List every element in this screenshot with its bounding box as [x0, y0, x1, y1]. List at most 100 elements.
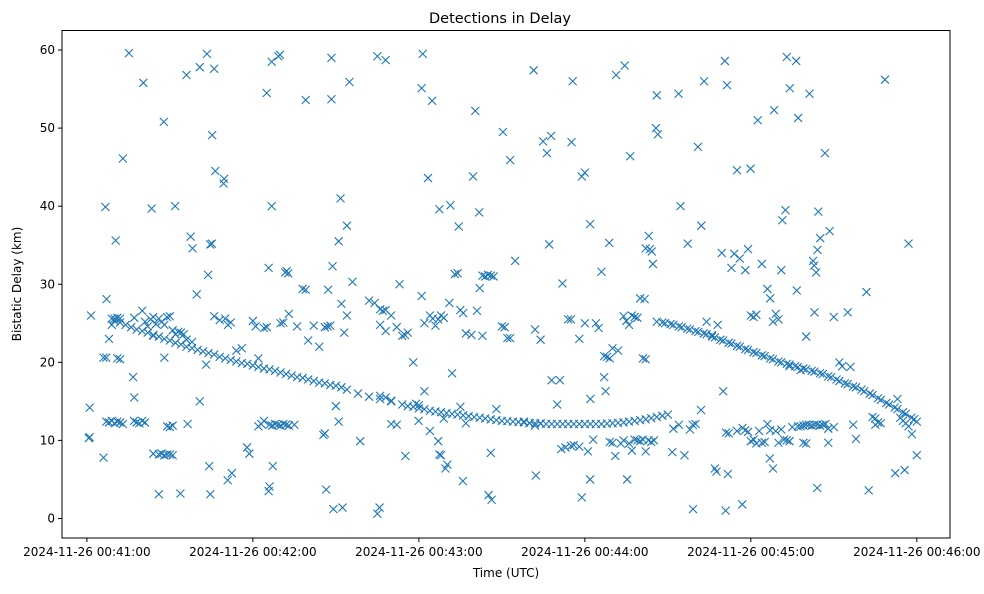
data-point — [771, 309, 781, 319]
data-point — [375, 503, 384, 512]
data-point — [810, 367, 819, 377]
data-point — [727, 339, 736, 348]
data-point — [207, 239, 217, 249]
data-point — [414, 400, 424, 410]
data-point — [776, 265, 786, 275]
data-point — [320, 322, 330, 332]
data-point — [768, 317, 778, 327]
data-point — [129, 416, 139, 426]
data-point — [337, 299, 346, 309]
data-point — [439, 313, 449, 323]
data-point — [821, 419, 830, 429]
data-point — [287, 371, 296, 380]
data-point — [151, 319, 161, 329]
data-point — [111, 236, 121, 245]
data-point — [749, 435, 758, 445]
data-point — [668, 320, 678, 330]
data-point — [267, 57, 277, 67]
data-point — [281, 369, 291, 379]
data-point — [638, 354, 648, 363]
data-point — [276, 368, 285, 377]
data-point — [530, 421, 540, 430]
data-point — [774, 357, 783, 366]
data-point — [168, 325, 178, 335]
data-point — [118, 419, 128, 429]
data-point — [397, 400, 407, 409]
data-point — [720, 56, 730, 66]
data-point — [815, 233, 825, 243]
data-point — [348, 277, 357, 287]
data-point — [138, 78, 148, 88]
data-point — [204, 461, 214, 471]
data-point — [85, 403, 95, 413]
data-point — [746, 164, 755, 174]
data-point — [732, 341, 742, 351]
data-point — [292, 322, 302, 331]
data-point — [740, 425, 750, 435]
data-point — [890, 468, 900, 478]
data-point — [529, 65, 539, 75]
data-point — [227, 468, 237, 478]
data-point — [848, 382, 858, 391]
data-point — [566, 441, 576, 451]
data-point — [254, 354, 263, 363]
data-point — [843, 379, 853, 389]
data-point — [179, 329, 189, 339]
data-point — [735, 254, 745, 263]
data-point — [712, 467, 721, 477]
data-point — [674, 89, 684, 99]
data-point — [846, 362, 855, 372]
data-point — [168, 450, 178, 460]
data-point — [112, 417, 122, 427]
data-point — [601, 386, 610, 396]
data-point — [567, 137, 576, 147]
data-point — [525, 418, 534, 428]
x-tick-label: 2024-11-26 00:45:00 — [687, 545, 814, 559]
data-point — [500, 322, 510, 332]
data-point — [751, 348, 761, 358]
data-point — [881, 398, 891, 408]
data-point — [757, 438, 767, 448]
data-point — [765, 293, 775, 303]
data-point — [627, 311, 637, 320]
data-point — [423, 173, 433, 183]
data-point — [433, 314, 443, 324]
data-point — [381, 55, 391, 65]
data-point — [219, 174, 229, 184]
data-point — [458, 308, 468, 318]
data-point — [868, 412, 877, 422]
data-point — [395, 279, 404, 289]
data-point — [154, 489, 164, 499]
data-point — [198, 347, 208, 356]
data-point — [605, 354, 615, 363]
y-axis-label: Bistatic Delay (km) — [10, 227, 24, 342]
data-point — [434, 450, 444, 459]
data-point — [278, 318, 288, 327]
data-point — [137, 326, 147, 336]
data-point — [436, 450, 446, 460]
data-point — [536, 335, 545, 345]
data-point — [753, 115, 763, 125]
x-tick-label: 2024-11-26 00:44:00 — [521, 545, 648, 559]
data-point — [420, 404, 429, 414]
data-point — [599, 351, 609, 361]
data-point — [209, 350, 219, 359]
data-point — [220, 354, 230, 363]
data-point — [204, 348, 214, 358]
x-axis: 2024-11-26 00:41:00 2024-11-26 00:42:00 20… — [23, 538, 981, 559]
data-point — [431, 321, 440, 331]
data-point — [182, 335, 191, 345]
data-point — [732, 165, 742, 175]
data-point — [99, 353, 108, 363]
data-point — [497, 322, 507, 331]
data-point — [447, 368, 457, 378]
data-point — [446, 201, 455, 210]
data-point — [148, 331, 158, 341]
data-point — [585, 475, 595, 484]
data-point — [785, 361, 794, 371]
data-point — [215, 352, 225, 362]
y-tick-label: 40 — [40, 199, 55, 213]
data-point — [768, 464, 778, 473]
data-point — [248, 361, 258, 370]
data-point — [688, 504, 698, 514]
